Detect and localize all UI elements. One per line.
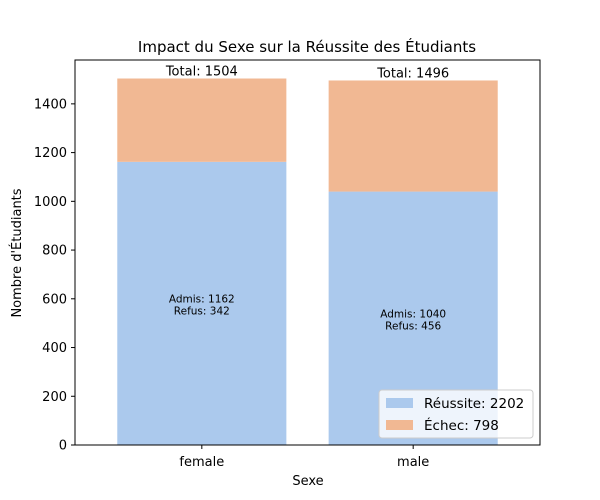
- total-label-female: Total: 1504: [165, 65, 238, 80]
- x-tick-label-male: male: [397, 455, 429, 470]
- bar-male-failure: [328, 80, 498, 192]
- y-tick-label: 200: [42, 390, 67, 405]
- y-axis: 0 200 400 600 800 1000 1200 1400: [34, 97, 75, 454]
- bars-layer: [117, 78, 498, 445]
- y-tick-label: 0: [59, 439, 67, 454]
- legend-box: [378, 389, 534, 439]
- legend-swatch-success: [386, 398, 413, 408]
- x-tick-label-female: female: [179, 455, 224, 470]
- legend-label-success: Réussite: 2202: [424, 396, 524, 412]
- legend: Réussite: 2202 Échec: 798: [378, 389, 534, 439]
- y-tick-label: 400: [42, 341, 67, 356]
- y-tick-label: 1200: [34, 146, 67, 161]
- y-tick-label: 1000: [34, 195, 67, 210]
- legend-label-failure: Échec: 798: [424, 417, 499, 434]
- bar-female-failure: [117, 78, 287, 162]
- annotation-refus-male: Refus: 456: [385, 320, 441, 332]
- annotation-admis-female: Admis: 1162: [169, 293, 235, 305]
- y-tick-label: 800: [42, 244, 67, 259]
- y-tick-label: 1400: [34, 97, 67, 112]
- chart-title: Impact du Sexe sur la Réussite des Étudi…: [138, 37, 476, 56]
- plot-frame: [74, 59, 541, 446]
- y-tick-label: 600: [42, 292, 67, 307]
- x-axis: female male: [179, 445, 429, 470]
- legend-swatch-failure: [386, 420, 413, 430]
- total-label-male: Total: 1496: [376, 66, 449, 81]
- annotation-admis-male: Admis: 1040: [380, 308, 446, 320]
- x-axis-label: Sexe: [292, 474, 323, 489]
- bar-female-success: [117, 161, 287, 445]
- annotation-refus-female: Refus: 342: [174, 305, 230, 317]
- y-axis-label: Nombre d'Étudiants: [9, 188, 25, 317]
